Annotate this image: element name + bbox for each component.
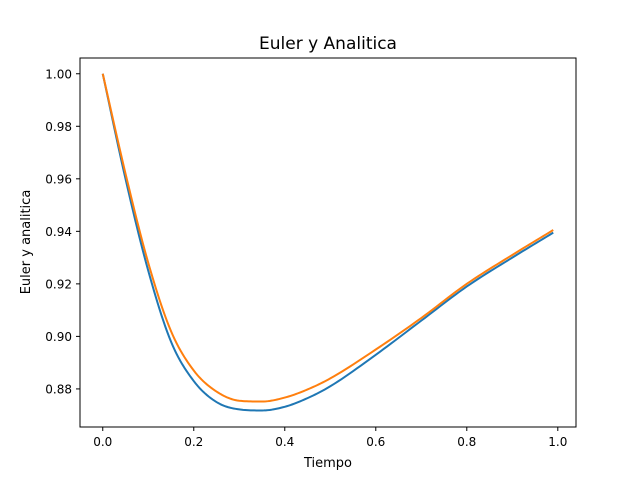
y-axis: 0.88 0.90 0.92 0.94 0.96 0.98 1.00 [45, 67, 80, 396]
y-tick-label: 1.00 [45, 67, 72, 81]
series-line-1 [101, 73, 554, 412]
x-tick-label: 0.6 [366, 435, 385, 449]
y-tick-label: 0.90 [45, 330, 72, 344]
series-line-2 [101, 73, 554, 403]
series-layer [101, 73, 554, 412]
x-tick-label: 1.0 [548, 435, 567, 449]
x-tick-label: 0.0 [93, 435, 112, 449]
y-tick-label: 0.94 [45, 225, 72, 239]
y-tick-label: 0.98 [45, 120, 72, 134]
y-tick-label: 0.92 [45, 277, 72, 291]
plot-frame [79, 57, 577, 428]
x-axis-label: Tiempo [303, 456, 352, 471]
x-axis: 0.0 0.2 0.4 0.6 0.8 1.0 [93, 427, 567, 449]
y-tick-label: 0.88 [45, 382, 72, 396]
x-tick-label: 0.2 [184, 435, 203, 449]
y-tick-label: 0.96 [45, 172, 72, 186]
x-tick-label: 0.4 [275, 435, 294, 449]
x-tick-label: 0.8 [457, 435, 476, 449]
y-axis-label: Euler y analitica [19, 190, 34, 295]
chart-title: Euler y Analitica [259, 34, 397, 54]
